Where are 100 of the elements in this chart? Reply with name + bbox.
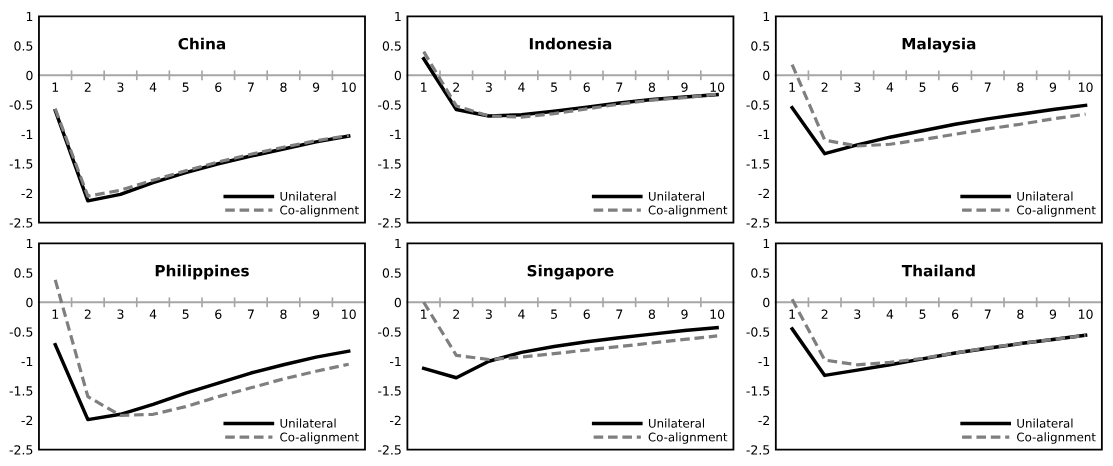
y-tick-label: -0.5 [9,100,33,110]
y-tick-label: -1 [21,356,33,366]
y-tick-label: 1 [26,238,33,249]
x-tick-label: 6 [952,82,959,92]
x-tick-label: 2 [821,82,828,92]
x-tick-label: 5 [919,309,926,319]
y-tick-label: -2 [389,415,401,425]
y-tick-label: 1 [763,11,770,22]
x-tick-label: 9 [681,309,688,319]
x-tick-label: 5 [551,82,557,92]
y-tick-label: 0 [26,70,33,81]
y-tick-label: -1.5 [378,159,401,169]
x-tick-label: 5 [182,309,189,319]
x-tick-label: 7 [984,82,991,92]
legend-label: Co-alignment [648,432,728,444]
x-tick-label: 2 [821,309,828,319]
x-tick-label: 3 [117,309,124,319]
x-tick-label: 1 [52,309,59,319]
y-tick-label: 1 [395,238,401,249]
x-tick-label: 10 [710,309,725,319]
legend-label: Co-alignment [1017,432,1096,444]
x-tick-label: 3 [485,82,492,92]
y-tick-label: -1 [389,356,401,366]
y-tick-label: -1 [758,129,770,139]
legend-label: Co-alignment [648,205,728,217]
y-tick-label: 0.5 [382,268,401,278]
y-tick-label: -1 [758,356,770,366]
x-tick-label: 7 [247,82,254,92]
y-tick-label: 0 [394,70,401,81]
x-tick-label: 8 [648,82,656,92]
line-series [790,103,1088,156]
x-tick-label: 2 [84,82,91,92]
x-tick-label: 2 [453,82,460,92]
legend-label: Co-alignment [280,432,359,444]
x-tick-label: 7 [247,309,254,319]
x-tick-label: 4 [886,82,894,92]
x-tick-label: 2 [84,309,91,319]
x-tick-label: 7 [616,82,623,92]
x-tick-label: 3 [854,82,861,92]
y-tick-label: -1.5 [378,386,401,396]
y-tick-label: 1 [763,238,770,249]
text: Singapore [527,264,614,280]
legend-label: Unilateral [280,191,336,201]
x-tick-label: 10 [710,82,725,92]
legend-label: Unilateral [648,191,705,201]
y-tick-label: 0 [763,70,770,81]
x-tick-label: 8 [1017,82,1024,92]
legend-label: Co-alignment [280,205,359,217]
x-tick-label: 9 [312,82,320,92]
y-tick-label: 0.5 [751,41,770,51]
y-tick-label: 0.5 [14,268,33,278]
y-tick-label: 0.5 [382,41,401,51]
y-tick-label: 0.5 [751,268,770,278]
legend-label: Co-alignment [1017,205,1096,217]
y-tick-label: -2 [21,415,33,425]
x-tick-label: 1 [52,82,59,92]
x-tick-label: 9 [312,309,320,319]
y-tick-label: -0.5 [746,100,770,110]
y-tick-label: -0.5 [378,327,401,337]
y-tick-label: -0.5 [378,100,401,110]
x-tick-label: 5 [919,82,926,92]
y-tick-label: 0 [26,297,33,308]
x-tick-label: 3 [854,309,861,319]
y-tick-label: -1.5 [9,386,33,396]
y-tick-label: -1.5 [746,159,770,169]
x-tick-label: 10 [342,82,356,92]
x-tick-label: 9 [1049,82,1057,92]
x-tick-label: 7 [984,309,991,319]
text: Malaysia [902,37,976,53]
x-tick-label: 3 [117,82,124,92]
x-tick-label: 10 [1078,309,1093,319]
y-tick-label: -2 [389,188,401,198]
legend-label: Unilateral [1017,418,1073,428]
y-tick-label: -1 [389,129,401,139]
y-tick-label: -1 [21,129,33,139]
y-tick-label: 1 [26,11,33,22]
legend-label: Unilateral [648,418,705,428]
text: Thailand [901,264,975,277]
y-tick-label: -2 [21,188,33,198]
y-tick-label: -2.5 [746,445,770,455]
y-tick-label: -0.5 [9,327,33,337]
x-tick-label: 4 [886,309,894,319]
x-tick-label: 6 [215,309,222,319]
y-tick-label: -2.5 [9,445,33,455]
y-tick-label: -2.5 [9,218,33,228]
y-tick-label: 0.5 [14,41,33,51]
y-tick-label: -2.5 [378,445,401,455]
legend-label: Unilateral [1017,191,1073,201]
x-tick-label: 1 [421,82,427,92]
x-tick-label: 9 [1049,309,1057,319]
y-tick-label: -1.5 [9,159,33,169]
text: Philippines [155,264,249,280]
y-tick-label: 0 [763,297,770,308]
text: China [178,37,226,50]
x-tick-label: 7 [616,309,623,319]
y-tick-label: -2 [758,415,770,425]
x-tick-label: 4 [518,82,525,92]
y-tick-label: 0 [394,297,401,308]
x-tick-label: 5 [182,82,189,92]
line-series [421,325,719,380]
